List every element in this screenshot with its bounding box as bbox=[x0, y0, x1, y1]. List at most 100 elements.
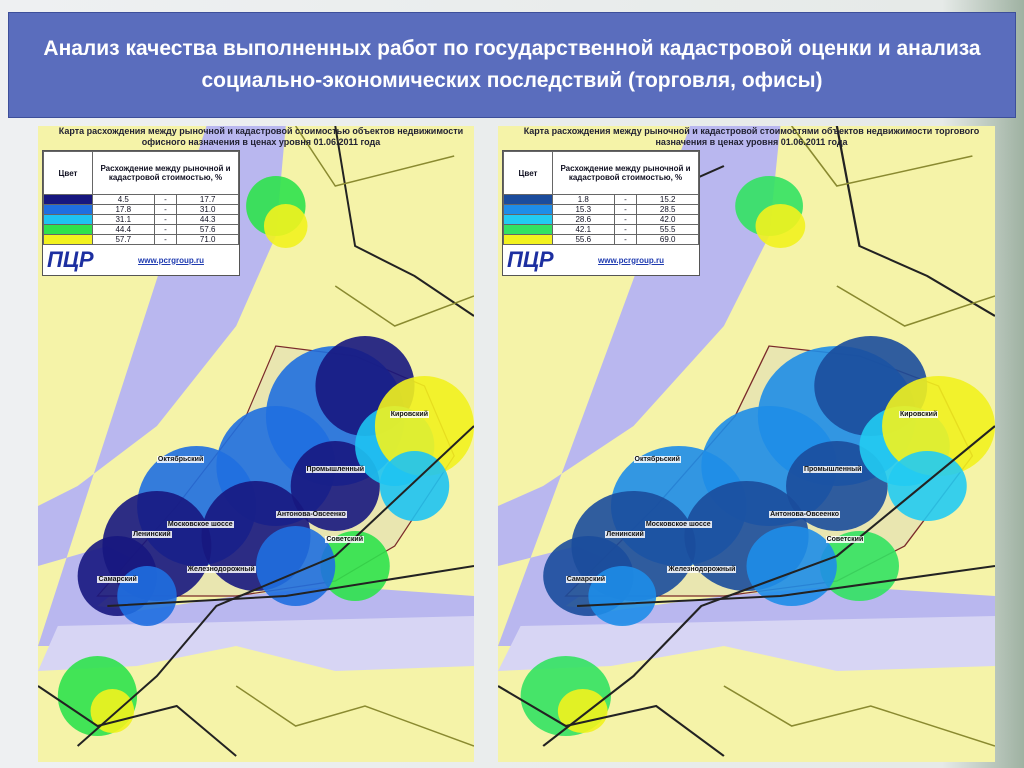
legend-to: 57.6 bbox=[176, 224, 239, 235]
legend-row: 28.6-42.0 bbox=[503, 214, 699, 225]
zone bbox=[374, 376, 474, 476]
legend-separator: - bbox=[613, 194, 638, 205]
legend-from: 1.8 bbox=[552, 194, 615, 205]
boundary bbox=[334, 285, 474, 327]
district-label: Самарский bbox=[565, 576, 607, 583]
boundary bbox=[790, 126, 973, 187]
district-label: Октябрьский bbox=[156, 456, 205, 463]
zone bbox=[117, 566, 177, 626]
legend-swatch bbox=[503, 194, 553, 205]
boundary bbox=[295, 126, 455, 187]
map-canvas bbox=[498, 126, 995, 757]
legend-from: 31.1 bbox=[92, 214, 155, 225]
district-label: Ленинский bbox=[132, 531, 172, 538]
legend-header-row: Цвет Расхождение между рыночной и кадастр… bbox=[503, 151, 699, 195]
zone bbox=[746, 526, 837, 606]
logo: ПЦР bbox=[47, 247, 94, 272]
legend-from: 44.4 bbox=[92, 224, 155, 235]
river bbox=[38, 126, 474, 646]
legend-swatch bbox=[43, 214, 93, 225]
legend-from: 15.3 bbox=[552, 204, 615, 215]
legend-table: Цвет Расхождение между рыночной и кадастр… bbox=[503, 151, 699, 245]
legend-row: 55.6-69.0 bbox=[503, 234, 699, 245]
slide-title: Анализ качества выполненных работ по гос… bbox=[8, 12, 1016, 118]
legend: Цвет Расхождение между рыночной и кадастр… bbox=[42, 150, 240, 276]
legend-row: 1.8-15.2 bbox=[503, 194, 699, 205]
road bbox=[76, 425, 474, 747]
map-title: Карта расхождения между рыночной и кадас… bbox=[58, 126, 464, 147]
legend-separator: - bbox=[153, 194, 178, 205]
road bbox=[498, 685, 725, 757]
legend-from: 28.6 bbox=[552, 214, 615, 225]
district-label: Железнодорожный bbox=[186, 566, 256, 573]
road bbox=[835, 126, 995, 317]
website: www.pcrgroup.ru bbox=[138, 255, 204, 265]
legend-to: 28.5 bbox=[636, 204, 699, 215]
legend-swatch bbox=[503, 234, 553, 245]
legend-swatch bbox=[43, 194, 93, 205]
legend-footer: ПЦР www.pcrgroup.ru bbox=[503, 245, 699, 275]
boundary bbox=[723, 685, 995, 747]
legend-row: 42.1-55.5 bbox=[503, 224, 699, 235]
legend-separator: - bbox=[613, 214, 638, 225]
boundary bbox=[836, 285, 995, 327]
road bbox=[542, 425, 995, 747]
legend-swatch bbox=[503, 214, 553, 225]
legend-row: 44.4-57.6 bbox=[43, 224, 239, 235]
zone bbox=[90, 689, 135, 733]
river bbox=[498, 126, 995, 646]
district-label: Ленинский bbox=[605, 531, 645, 538]
district-label: Советский bbox=[325, 536, 365, 543]
legend-swatch bbox=[503, 224, 553, 235]
map-panel: Карта расхождения между рыночной и кадас… bbox=[498, 126, 995, 762]
legend-separator: - bbox=[153, 214, 178, 225]
district-label: Антонова-Овсеенко bbox=[769, 511, 841, 518]
legend-color-header: Цвет bbox=[43, 151, 93, 195]
zone bbox=[256, 526, 336, 606]
map-panel: Карта расхождения между рыночной и кадас… bbox=[38, 126, 474, 762]
legend-from: 55.6 bbox=[552, 234, 615, 245]
zone bbox=[755, 204, 806, 248]
zone bbox=[557, 689, 608, 733]
road bbox=[38, 685, 237, 757]
district-label: Кировский bbox=[389, 411, 430, 418]
zone bbox=[882, 376, 995, 476]
website: www.pcrgroup.ru bbox=[598, 255, 664, 265]
zone bbox=[320, 531, 390, 601]
district-label: Промышленный bbox=[305, 466, 365, 473]
legend-swatch bbox=[43, 224, 93, 235]
legend-from: 42.1 bbox=[552, 224, 615, 235]
legend-to: 15.2 bbox=[636, 194, 699, 205]
legend-range-header: Расхождение между рыночной и кадастровой… bbox=[92, 151, 239, 195]
legend-to: 44.3 bbox=[176, 214, 239, 225]
legend-row: 15.3-28.5 bbox=[503, 204, 699, 215]
legend-separator: - bbox=[153, 234, 178, 245]
legend-row: 4.5-17.7 bbox=[43, 194, 239, 205]
legend-separator: - bbox=[153, 204, 178, 215]
legend-header-row: Цвет Расхождение между рыночной и кадастр… bbox=[43, 151, 239, 195]
district-label: Советский bbox=[825, 536, 865, 543]
zone bbox=[786, 441, 888, 531]
legend-from: 17.8 bbox=[92, 204, 155, 215]
legend-separator: - bbox=[613, 224, 638, 235]
legend-to: 42.0 bbox=[636, 214, 699, 225]
boundary bbox=[235, 685, 474, 747]
legend-row: 17.8-31.0 bbox=[43, 204, 239, 215]
legend-to: 31.0 bbox=[176, 204, 239, 215]
legend-color-header: Цвет bbox=[503, 151, 553, 195]
legend-range-header: Расхождение между рыночной и кадастровой… bbox=[552, 151, 699, 195]
legend-swatch bbox=[43, 204, 93, 215]
zone bbox=[887, 451, 967, 521]
road bbox=[577, 565, 995, 607]
legend-to: 69.0 bbox=[636, 234, 699, 245]
river-islands bbox=[498, 616, 995, 671]
legend-table: Цвет Расхождение между рыночной и кадастр… bbox=[43, 151, 239, 245]
district-label: Московское шоссе bbox=[644, 521, 712, 528]
zone bbox=[290, 441, 380, 531]
zone bbox=[263, 204, 308, 248]
legend-footer: ПЦР www.pcrgroup.ru bbox=[43, 245, 239, 275]
legend-from: 4.5 bbox=[92, 194, 155, 205]
legend-to: 55.5 bbox=[636, 224, 699, 235]
district-label: Октябрьский bbox=[633, 456, 681, 463]
